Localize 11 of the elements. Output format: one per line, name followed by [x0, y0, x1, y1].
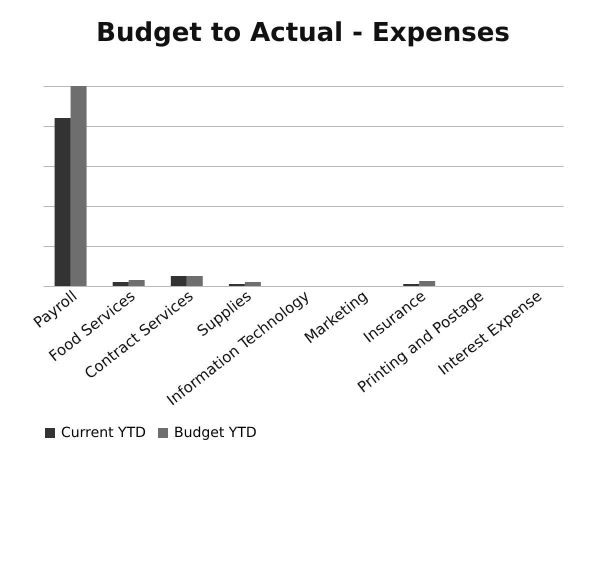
bar [419, 281, 436, 286]
bar [170, 276, 187, 286]
legend-label: Budget YTD [174, 425, 257, 441]
bar [112, 282, 129, 286]
bar [244, 282, 261, 286]
bar [54, 118, 71, 286]
bar [186, 276, 203, 286]
chart-title: Budget to Actual - Expenses [96, 18, 510, 48]
bar [70, 86, 87, 286]
bar [128, 280, 145, 286]
legend-label: Current YTD [61, 425, 146, 441]
